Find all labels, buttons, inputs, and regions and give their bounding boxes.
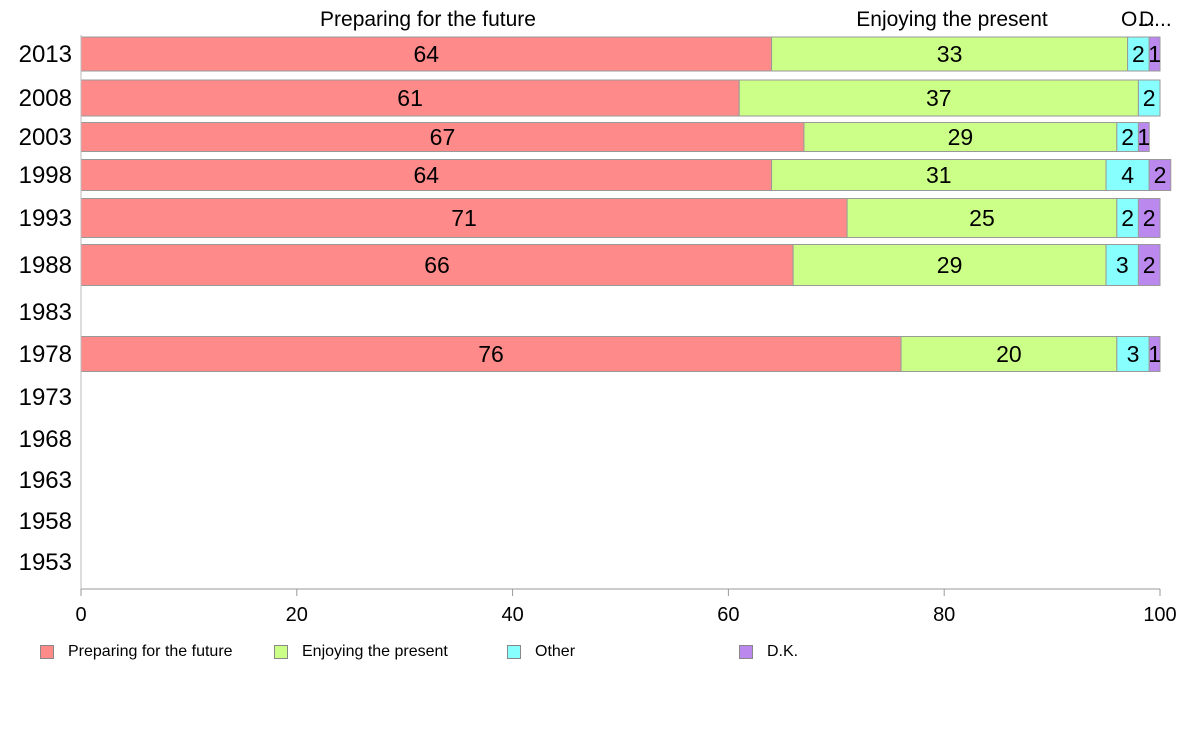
bar-value-label: 2 bbox=[1154, 162, 1167, 188]
bar-value-label: 3 bbox=[1127, 341, 1140, 367]
legend-label: Other bbox=[535, 643, 576, 660]
y-tick-label: 1953 bbox=[19, 549, 72, 576]
x-tick-label: 80 bbox=[933, 604, 955, 626]
bar-segment bbox=[80, 336, 902, 372]
legend-swatch bbox=[739, 645, 753, 659]
bar-segment bbox=[771, 36, 1129, 72]
bar-segment bbox=[1148, 36, 1161, 72]
legend-item: Preparing for the future bbox=[40, 643, 233, 661]
y-tick-label: 1963 bbox=[19, 467, 72, 494]
y-tick-label: 1988 bbox=[19, 252, 72, 279]
bar-value-label: 29 bbox=[937, 252, 963, 278]
legend-item: D.K. bbox=[739, 643, 798, 661]
y-tick-label: 1968 bbox=[19, 426, 72, 453]
bar-value-label: 29 bbox=[948, 124, 974, 150]
bar-value-label: 64 bbox=[413, 162, 439, 188]
legend-swatch bbox=[507, 645, 521, 659]
bar-segment bbox=[792, 244, 1107, 286]
legend-swatch bbox=[274, 645, 288, 659]
bar-segment bbox=[1137, 244, 1161, 286]
legend-label: Enjoying the present bbox=[302, 643, 448, 660]
bar-segment bbox=[80, 244, 794, 286]
bar-value-label: 64 bbox=[413, 41, 439, 67]
bar-value-label: 1 bbox=[1137, 124, 1150, 150]
legend-item: Enjoying the present bbox=[274, 643, 448, 661]
legend-label: Preparing for the future bbox=[68, 643, 233, 660]
bar-value-label: 67 bbox=[430, 124, 456, 150]
bar-segment bbox=[1116, 336, 1150, 372]
column-header-label: Enjoying the present bbox=[856, 8, 1048, 31]
bar-segment bbox=[1105, 244, 1139, 286]
y-tick-label: 2003 bbox=[19, 124, 72, 151]
bar-value-label: 1 bbox=[1148, 41, 1161, 67]
bar-value-label: 20 bbox=[996, 341, 1022, 367]
bar-value-label: 76 bbox=[478, 341, 504, 367]
bar-value-label: 2 bbox=[1121, 124, 1134, 150]
bar-value-label: 1 bbox=[1148, 341, 1161, 367]
bar-value-label: 2 bbox=[1143, 85, 1156, 111]
bar-segment bbox=[80, 198, 848, 238]
x-tick-label: 100 bbox=[1143, 604, 1176, 626]
y-tick-label: 1983 bbox=[19, 299, 72, 326]
legend-swatch bbox=[40, 645, 54, 659]
column-header-label: D... bbox=[1139, 8, 1172, 31]
bar-segment bbox=[1137, 122, 1150, 152]
column-header-labels: Preparing for the future Enjoying the pre… bbox=[320, 8, 1172, 31]
y-axis-labels: 2013 2008 2003 1998 1993 1988 1983 1978 1973 1968… bbox=[19, 41, 72, 576]
bar-value-label: 61 bbox=[397, 85, 423, 111]
legend-label: D.K. bbox=[767, 643, 799, 660]
column-header-label: Preparing for the future bbox=[320, 8, 536, 31]
bar-value-label: 3 bbox=[1116, 252, 1129, 278]
x-tick-label: 40 bbox=[501, 604, 523, 626]
bar-segment bbox=[803, 122, 1118, 152]
bar-segment bbox=[80, 122, 805, 152]
legend-item: Other bbox=[507, 643, 575, 661]
bar-value-label: 31 bbox=[926, 162, 952, 188]
bar-value-label: 33 bbox=[937, 41, 963, 67]
bar-value-label: 4 bbox=[1121, 162, 1134, 188]
bar-value-label: 25 bbox=[969, 205, 995, 231]
column-header-label: O... bbox=[1121, 8, 1155, 31]
bar-segment bbox=[1148, 159, 1172, 191]
y-tick-label: 1993 bbox=[19, 205, 72, 232]
y-tick-label: 1978 bbox=[19, 341, 72, 368]
bar-value-label: 2 bbox=[1132, 41, 1145, 67]
y-tick-label: 1998 bbox=[19, 162, 72, 189]
bar-segment bbox=[1137, 79, 1161, 117]
bar-segment bbox=[846, 198, 1118, 238]
y-tick-label: 1958 bbox=[19, 508, 72, 535]
bar-segment bbox=[1148, 336, 1161, 372]
y-tick-label: 1973 bbox=[19, 384, 72, 411]
x-tick-label: 20 bbox=[286, 604, 308, 626]
bar-value-label: 2 bbox=[1143, 252, 1156, 278]
bar-value-label: 2 bbox=[1121, 205, 1134, 231]
bar-value-label: 71 bbox=[451, 205, 477, 231]
bar-segment bbox=[1137, 198, 1161, 238]
x-tick-label: 0 bbox=[75, 604, 86, 626]
legend: Preparing for the future Enjoying the pre… bbox=[0, 643, 1188, 665]
y-tick-label: 2013 bbox=[19, 41, 72, 68]
bar-value-label: 37 bbox=[926, 85, 952, 111]
x-axis: 0 20 40 60 80 100 bbox=[75, 35, 1177, 626]
y-tick-label: 2008 bbox=[19, 85, 72, 112]
bar-segment bbox=[900, 336, 1118, 372]
x-tick-label: 60 bbox=[717, 604, 739, 626]
bar-value-label: 66 bbox=[424, 252, 450, 278]
bar-segment bbox=[80, 159, 773, 191]
bar-value-label: 2 bbox=[1143, 205, 1156, 231]
bar-segment bbox=[771, 159, 1107, 191]
bars: 64 33 2 161 37 267 29 2 164 31 4 271 25 2 266 29 3 276 20 3… bbox=[80, 36, 1172, 372]
